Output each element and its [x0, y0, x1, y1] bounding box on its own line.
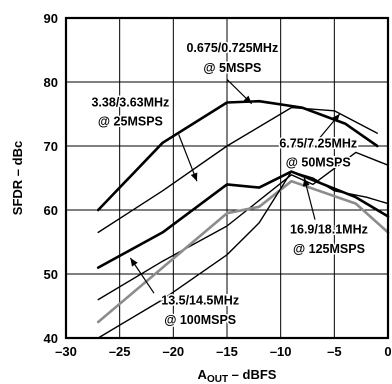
series-line	[96, 179, 390, 324]
y-axis-title: SFDR – dBc	[10, 141, 25, 215]
annotation-arrowhead	[190, 172, 198, 182]
x-tick-label: –5	[327, 344, 341, 359]
annotation-label: @ 50MSPS	[286, 155, 351, 169]
annotation-label: 3.38/3.63MHz	[91, 95, 169, 109]
annotation-label: @ 25MSPS	[98, 115, 163, 129]
y-tick-label: 80	[44, 75, 58, 90]
series-line	[97, 151, 389, 301]
annotation-arrow-line	[178, 134, 198, 182]
y-tick-label: 40	[44, 331, 58, 346]
annotation-label: @ 100MSPS	[164, 313, 236, 327]
series-line	[96, 170, 390, 269]
x-tick-label: –10	[270, 344, 292, 359]
annotation-arrows	[129, 79, 341, 294]
y-tick-label: 90	[44, 11, 58, 26]
x-tick-label: –25	[109, 344, 131, 359]
series-line	[97, 106, 378, 234]
x-tick-label: –30	[55, 344, 77, 359]
x-axis-title-main: A	[198, 367, 208, 382]
series-line	[97, 170, 389, 339]
annotation-arrowhead	[331, 114, 340, 123]
annotation-label: @ 125MSPS	[293, 242, 365, 256]
annotation-arrowhead	[243, 95, 252, 104]
x-tick-label: 0	[384, 344, 391, 359]
tick-labels: –30 –25 –20 –15 –10 –5 0 40 50 60 70 80 90	[44, 11, 392, 359]
x-tick-label: –20	[162, 344, 184, 359]
y-tick-label: 50	[44, 267, 58, 282]
annotations: 0.675/0.725MHz @ 5MSPS 3.38/3.63MHz @ 25MSP…	[90, 39, 369, 328]
annotation-arrowhead	[130, 258, 138, 267]
x-tick-label: –15	[216, 344, 238, 359]
annotation-arrowhead	[302, 178, 310, 187]
plot-frame	[64, 16, 390, 340]
y-tick-label: 60	[44, 203, 58, 218]
annotation-label: 16.9/18.1MHz	[290, 223, 368, 237]
y-tick-label: 70	[44, 139, 58, 154]
series-lines	[96, 99, 390, 339]
annotation-label: 13.5/14.5MHz	[161, 294, 239, 308]
annotation-label: 0.675/0.725MHz	[186, 41, 278, 55]
x-axis-title-unit: – dBFS	[228, 367, 277, 382]
series-line	[96, 99, 379, 212]
annotation-label: 6.75/7.25MHz	[279, 136, 357, 150]
annotation-label: @ 5MSPS	[203, 61, 261, 75]
x-axis-title: AOUT – dBFS	[198, 367, 277, 384]
x-axis-title-subscript: OUT	[207, 374, 228, 384]
